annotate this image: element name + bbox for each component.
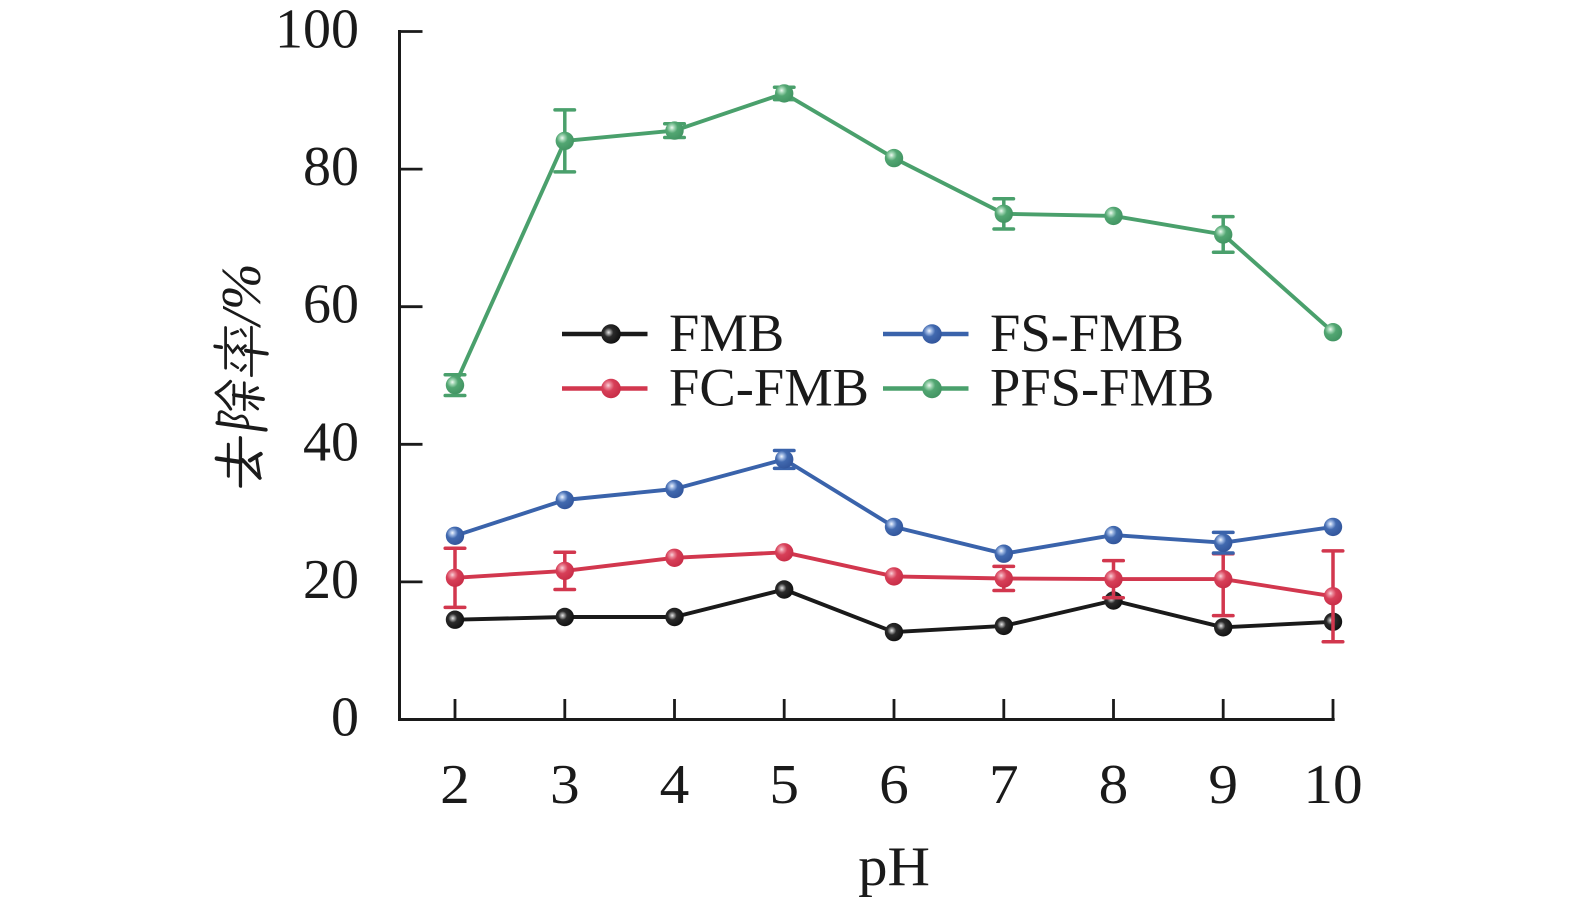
svg-text:80: 80 (303, 136, 359, 198)
svg-text:pH: pH (858, 836, 930, 897)
svg-text:FC-FMB: FC-FMB (669, 358, 869, 418)
svg-text:PFS-FMB: PFS-FMB (990, 358, 1214, 418)
svg-text:0: 0 (331, 687, 359, 749)
svg-text:3: 3 (550, 754, 580, 815)
svg-text:8: 8 (1099, 754, 1129, 815)
svg-text:7: 7 (989, 754, 1019, 815)
svg-text:60: 60 (303, 274, 359, 336)
svg-text:10: 10 (1303, 754, 1362, 815)
svg-text:6: 6 (879, 754, 909, 815)
svg-text:4: 4 (660, 754, 690, 815)
svg-text:20: 20 (303, 549, 359, 611)
svg-text:5: 5 (769, 754, 799, 815)
svg-text:9: 9 (1208, 754, 1238, 815)
svg-text:/%: /% (211, 263, 273, 328)
svg-text:100: 100 (275, 0, 359, 61)
svg-text:40: 40 (303, 411, 359, 473)
svg-text:FMB: FMB (669, 303, 784, 363)
svg-text:FS-FMB: FS-FMB (990, 303, 1184, 363)
svg-text:2: 2 (440, 754, 470, 815)
